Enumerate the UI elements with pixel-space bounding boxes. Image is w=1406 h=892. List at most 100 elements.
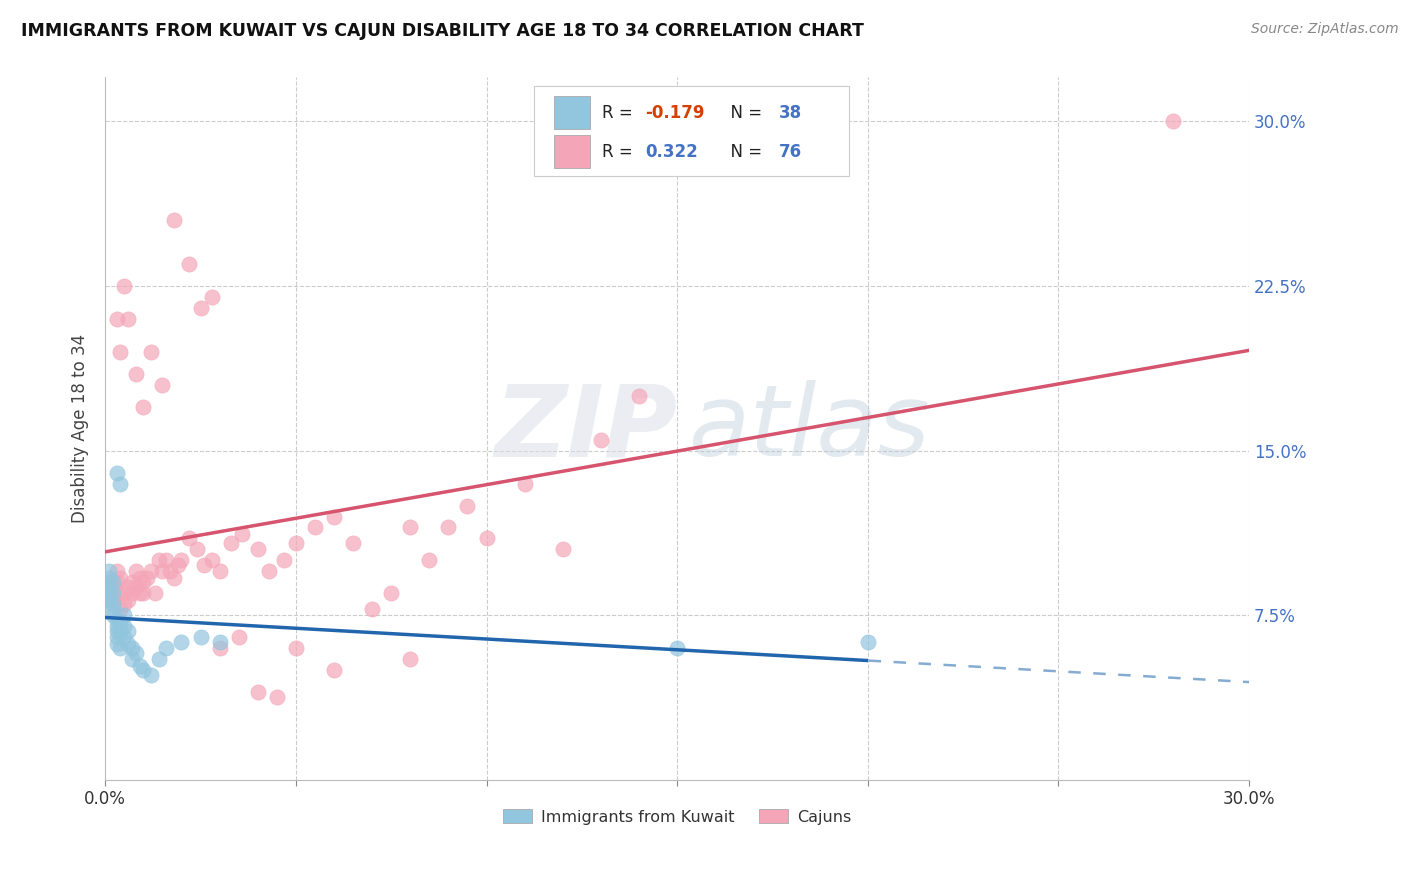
Point (128, 571, 150, 585)
Text: R =: R = (602, 143, 638, 161)
Point (193, 558, 215, 572)
Point (201, 290, 224, 304)
Point (105, 619, 128, 633)
Point (101, 575, 124, 590)
Point (856, 634, 879, 648)
Point (666, 641, 689, 656)
Point (266, 690, 288, 704)
Point (101, 597, 124, 611)
Point (105, 630, 128, 644)
Point (418, 553, 440, 567)
Text: 0.322: 0.322 (645, 143, 697, 161)
Point (110, 601, 132, 615)
Point (208, 634, 231, 648)
Text: 76: 76 (779, 143, 801, 161)
Point (152, 377, 174, 392)
Point (219, 536, 242, 550)
Point (110, 615, 132, 629)
Point (110, 641, 132, 656)
Point (105, 312, 128, 326)
Point (208, 565, 231, 579)
Point (98, 580, 121, 594)
Point (117, 593, 139, 607)
Point (143, 586, 166, 600)
Point (110, 476, 132, 491)
Point (117, 312, 139, 326)
Point (117, 637, 139, 651)
Point (437, 520, 460, 534)
Text: R =: R = (602, 103, 638, 121)
Point (177, 532, 200, 546)
Point (132, 575, 155, 590)
Point (163, 213, 186, 227)
Point (121, 575, 143, 590)
Point (323, 663, 346, 677)
Text: N =: N = (720, 103, 766, 121)
FancyBboxPatch shape (554, 95, 591, 129)
Legend: Immigrants from Kuwait, Cajuns: Immigrants from Kuwait, Cajuns (503, 809, 852, 825)
Text: N =: N = (720, 143, 766, 161)
Point (551, 542, 574, 557)
Point (98, 586, 121, 600)
Point (98, 593, 121, 607)
Point (125, 646, 148, 660)
Point (121, 586, 143, 600)
Point (98, 571, 121, 585)
Point (273, 553, 295, 567)
Point (128, 658, 150, 673)
Point (139, 565, 162, 579)
Point (399, 652, 422, 666)
Point (112, 586, 135, 600)
Point (112, 619, 135, 633)
Point (456, 499, 478, 513)
Y-axis label: Disability Age 18 to 34: Disability Age 18 to 34 (72, 334, 89, 524)
Text: 38: 38 (779, 103, 801, 121)
Point (177, 257, 200, 271)
Point (342, 536, 364, 550)
Point (513, 476, 536, 491)
Point (148, 553, 170, 567)
Point (121, 641, 143, 656)
Point (101, 601, 124, 615)
Point (105, 586, 128, 600)
Point (136, 571, 159, 585)
Point (399, 520, 422, 534)
Point (105, 624, 128, 638)
Point (304, 520, 326, 534)
Point (112, 608, 135, 623)
Point (112, 279, 135, 293)
Point (98, 586, 121, 600)
Point (105, 637, 128, 651)
Point (139, 667, 162, 681)
Point (125, 580, 148, 594)
Point (112, 630, 135, 644)
Point (110, 624, 132, 638)
Point (190, 301, 212, 315)
Point (246, 542, 269, 557)
Point (628, 389, 651, 403)
Point (170, 553, 193, 567)
Point (101, 586, 124, 600)
Point (208, 641, 231, 656)
FancyBboxPatch shape (534, 86, 849, 176)
Point (163, 571, 186, 585)
Point (101, 580, 124, 594)
Point (589, 433, 612, 447)
Point (125, 367, 148, 381)
Point (98, 565, 121, 579)
Text: -0.179: -0.179 (645, 103, 704, 121)
Point (155, 553, 177, 567)
Point (110, 344, 132, 359)
Point (128, 586, 150, 600)
Point (105, 613, 128, 627)
Point (284, 641, 307, 656)
Text: ZIP: ZIP (494, 380, 678, 477)
Point (166, 558, 188, 572)
Text: atlas: atlas (689, 380, 931, 477)
Point (105, 466, 128, 480)
Point (98, 575, 121, 590)
Point (257, 565, 280, 579)
Point (361, 601, 384, 615)
Point (132, 663, 155, 677)
Point (284, 536, 307, 550)
